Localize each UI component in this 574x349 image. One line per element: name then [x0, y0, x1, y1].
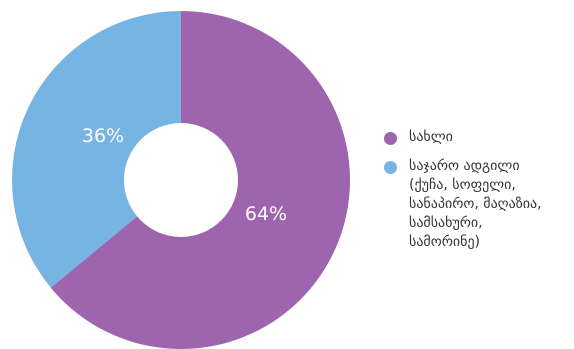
- legend-item-home: სახლი: [384, 128, 572, 147]
- legend-marker-public-place: [384, 161, 397, 174]
- slice-label-public-place: 36%: [82, 125, 124, 147]
- legend-label-public-place: საჯარო ადგილი (ქუჩა, სოფელი, სანაპირო, მ…: [409, 158, 542, 250]
- slice-public-place: [11, 11, 181, 288]
- legend-marker-home: [384, 132, 397, 145]
- donut-hole: [124, 123, 238, 237]
- legend-label-home: სახლი: [409, 129, 453, 145]
- legend: სახლი საჯარო ადგილი (ქუჩა, სოფელი, სანაპ…: [384, 128, 572, 262]
- slice-label-home: 64%: [245, 203, 287, 225]
- legend-item-public-place: საჯარო ადგილი (ქუჩა, სოფელი, სანაპირო, მ…: [384, 157, 572, 252]
